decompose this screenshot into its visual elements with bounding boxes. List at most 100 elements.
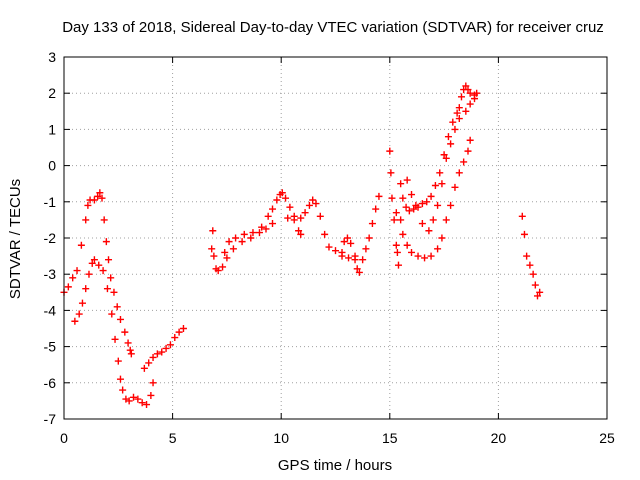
data-point (471, 95, 479, 103)
grid-lines (64, 57, 607, 419)
data-point (297, 230, 305, 238)
data-point (238, 238, 246, 246)
data-point (403, 241, 411, 249)
data-point (100, 216, 108, 224)
data-point (455, 104, 463, 112)
data-point (447, 201, 455, 209)
x-tick-label: 25 (599, 430, 615, 446)
data-point (533, 292, 541, 300)
data-point (90, 256, 98, 264)
data-point (332, 247, 339, 255)
data-point (408, 248, 416, 256)
data-point (466, 136, 474, 144)
data-point (325, 243, 333, 251)
data-point (126, 346, 134, 354)
data-point (345, 254, 353, 262)
data-point (108, 310, 116, 318)
data-point (462, 107, 470, 115)
data-point (529, 270, 537, 278)
data-point (412, 201, 420, 209)
data-point (423, 198, 431, 206)
data-point (247, 234, 255, 242)
data-point (520, 230, 528, 238)
data-point (107, 274, 115, 282)
data-point (347, 239, 355, 247)
data-point (179, 325, 187, 332)
tick-marks (63, 56, 608, 420)
data-point (455, 169, 463, 177)
data-point (82, 285, 90, 293)
data-point (121, 328, 129, 336)
data-point (171, 334, 179, 342)
data-point (353, 265, 361, 273)
data-point (388, 194, 396, 202)
data-point (438, 180, 446, 188)
x-tick-label: 0 (60, 430, 68, 446)
data-point (387, 169, 395, 177)
y-tick-label: -3 (44, 266, 57, 282)
data-point (372, 205, 380, 213)
data-point (223, 254, 231, 262)
data-point (219, 263, 227, 271)
data-point (119, 386, 127, 394)
data-points (60, 82, 544, 409)
data-point (394, 261, 402, 269)
chart-title: Day 133 of 2018, Sidereal Day-to-day VTE… (62, 19, 604, 36)
data-point (440, 151, 448, 159)
y-tick-label: -5 (44, 339, 57, 355)
data-point (225, 238, 233, 246)
data-point (64, 283, 72, 291)
y-tick-label: -7 (44, 411, 57, 427)
y-tick-labels: -7 -6 -5 -4 -3 -2 -1 0 1 2 3 (44, 49, 57, 427)
data-point (434, 245, 442, 253)
x-tick-label: 10 (273, 430, 289, 446)
data-point (82, 216, 90, 224)
data-point (453, 109, 461, 117)
data-point (523, 252, 531, 260)
data-point (397, 216, 405, 224)
data-point (460, 158, 468, 166)
data-point (114, 357, 122, 365)
data-point (258, 223, 266, 231)
data-point (429, 216, 437, 224)
data-point (214, 267, 222, 275)
data-point (105, 256, 113, 264)
data-point (392, 241, 400, 249)
x-tick-label: 20 (491, 430, 507, 446)
data-point (232, 234, 240, 242)
data-point (78, 299, 86, 307)
data-point (418, 220, 426, 228)
data-point (427, 252, 435, 260)
data-point (408, 191, 416, 199)
data-point (127, 350, 135, 358)
data-point (399, 230, 407, 238)
data-point (442, 154, 450, 162)
data-point (143, 401, 151, 409)
data-point (264, 212, 272, 220)
data-point (312, 200, 320, 208)
x-axis-label: GPS time / hours (278, 457, 392, 474)
x-tick-labels: 0 5 10 15 20 25 (60, 430, 615, 446)
data-point (393, 248, 401, 256)
data-point (278, 189, 286, 197)
y-axis-label: SDTVAR / TECUs (7, 179, 24, 299)
data-point (362, 245, 370, 253)
data-point (434, 201, 442, 209)
data-point (473, 89, 481, 97)
x-tick-label: 5 (169, 430, 177, 446)
y-tick-label: -6 (44, 375, 57, 391)
data-point (255, 229, 263, 237)
data-point (427, 192, 435, 200)
data-point (116, 315, 124, 323)
data-point (77, 241, 85, 249)
data-point (221, 248, 229, 256)
data-point (397, 180, 405, 188)
data-point (457, 93, 465, 101)
data-point (249, 229, 257, 237)
data-point (103, 285, 111, 293)
data-point (359, 256, 367, 264)
data-point (436, 169, 444, 177)
data-point (125, 397, 133, 405)
data-point (73, 267, 81, 275)
data-point (295, 227, 303, 235)
